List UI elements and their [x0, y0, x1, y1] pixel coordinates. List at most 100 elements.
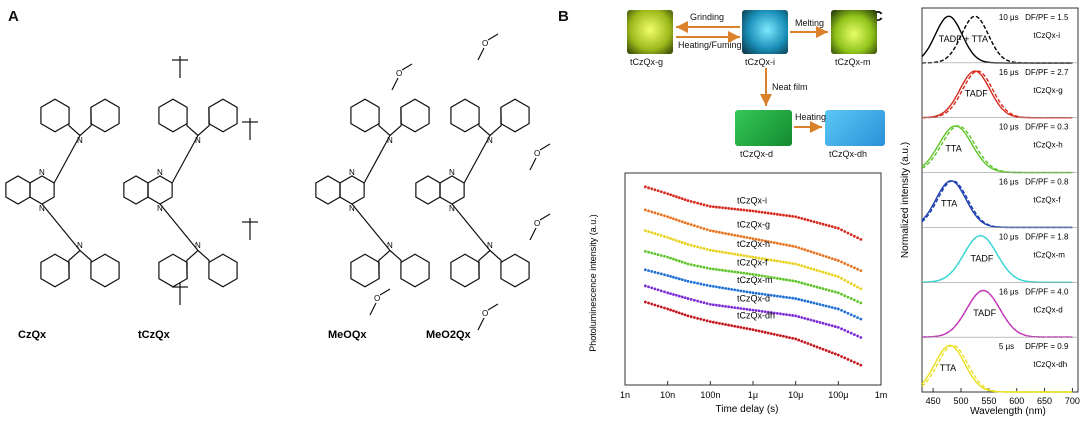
- decay-point: [663, 214, 666, 218]
- bond: [79, 125, 92, 136]
- sample-label-dh: tCzQx-dh: [829, 149, 868, 159]
- decay-point: [715, 268, 718, 271]
- decay-point: [782, 243, 785, 246]
- decay-point: [699, 202, 703, 206]
- decay-point: [730, 324, 734, 328]
- decay-point: [775, 241, 779, 245]
- decay-point: [779, 295, 782, 298]
- methoxy-bond: [369, 302, 377, 316]
- sample-label-i: tCzQx-i: [745, 57, 775, 67]
- decay-point: [833, 325, 837, 328]
- decay-point: [827, 272, 831, 276]
- bond: [53, 135, 81, 184]
- decay-point: [702, 227, 706, 231]
- decay-point: [840, 228, 843, 232]
- decay-point: [653, 303, 657, 307]
- decay-point: [696, 201, 699, 205]
- spectra-chart: 450 500 550 600 650 700 TADF + TTA 10 μs DF/PF =…: [900, 7, 1080, 417]
- decay-point: [760, 210, 764, 214]
- decay-point: [818, 221, 822, 225]
- decay-point: [672, 275, 675, 279]
- decay-series-tCzQx-f: [643, 249, 863, 305]
- decay-point: [852, 234, 856, 238]
- decay-point: [797, 263, 801, 267]
- decay-point: [724, 286, 727, 290]
- decay-point: [742, 254, 746, 258]
- benzene-ring: [123, 175, 149, 205]
- decay-point: [748, 272, 752, 276]
- decay-point: [730, 305, 734, 309]
- decay-point: [721, 231, 724, 235]
- decay-point: [711, 320, 715, 324]
- pyrazine-ring: [29, 175, 55, 205]
- decay-point: [730, 270, 734, 273]
- decay-point: [859, 363, 863, 367]
- decay-point: [812, 220, 816, 224]
- decay-point: [702, 247, 706, 250]
- decay-point: [794, 262, 798, 266]
- carbazole-ring: [158, 98, 188, 133]
- decay-point: [643, 185, 647, 189]
- decay-point: [721, 322, 724, 326]
- decay-point: [669, 237, 672, 240]
- decay-point: [699, 226, 703, 230]
- spectra-time-label: 10 μs: [999, 123, 1019, 132]
- decay-point: [751, 272, 755, 276]
- decay-point: [824, 223, 828, 227]
- decay-point: [718, 206, 721, 209]
- decay-point: [754, 210, 758, 213]
- molecule-name-tczqx: tCzQx: [138, 329, 171, 341]
- decay-point: [669, 292, 672, 296]
- molecule-meo2qx: N N N N O O O O: [415, 33, 551, 331]
- decay-point: [736, 325, 740, 329]
- decay-point: [840, 292, 843, 296]
- spectra-ratio-label: DF/PF = 4.0: [1025, 287, 1069, 296]
- decay-point: [757, 238, 761, 242]
- decay-point: [659, 213, 663, 217]
- spectra-ratio-label: DF/PF = 2.7: [1025, 68, 1069, 77]
- decay-point: [757, 309, 761, 313]
- nitrogen-label: N: [349, 204, 355, 213]
- nitrogen-label: N: [77, 136, 83, 145]
- decay-point: [663, 191, 666, 195]
- bond: [79, 250, 92, 261]
- decay-point: [643, 229, 647, 233]
- decay-point: [650, 251, 654, 255]
- decay-point: [733, 306, 737, 310]
- decay-point: [705, 302, 709, 305]
- decay-point: [809, 343, 813, 347]
- sample-photo-dh: [825, 110, 885, 146]
- decay-point: [843, 230, 847, 233]
- decay-point: [782, 213, 785, 217]
- nitrogen-label: N: [387, 136, 393, 145]
- spectra-mechanism-label: TTA: [941, 198, 957, 208]
- molecule-tczqx: N N N N: [123, 56, 258, 305]
- decay-point: [739, 208, 743, 212]
- decay-point: [748, 255, 752, 259]
- decay-point: [760, 330, 764, 334]
- spectra-mechanism-label: TTA: [945, 144, 961, 154]
- decay-point: [669, 193, 672, 197]
- decay-series-label: tCzQx-dh: [737, 311, 775, 321]
- decay-point: [666, 255, 670, 259]
- decay-point: [686, 243, 690, 246]
- decay-point: [708, 320, 712, 324]
- decay-point: [696, 264, 699, 268]
- spectra-ratio-label: DF/PF = 1.5: [1025, 13, 1069, 22]
- bond: [363, 135, 391, 184]
- decay-point: [669, 256, 672, 260]
- decay-point: [821, 303, 825, 307]
- decay-point: [769, 240, 773, 244]
- decay-point: [815, 320, 819, 324]
- decay-point: [797, 280, 801, 284]
- spectra-time-label: 16 μs: [999, 178, 1019, 187]
- decay-point: [733, 233, 737, 237]
- bond: [489, 125, 502, 136]
- decay-point: [745, 272, 749, 275]
- decay-point: [663, 254, 666, 258]
- nitrogen-label: N: [157, 204, 163, 213]
- pyrazine-ring: [147, 175, 173, 205]
- decay-point: [824, 271, 828, 275]
- decay-point: [830, 324, 834, 328]
- decay-point: [689, 280, 693, 284]
